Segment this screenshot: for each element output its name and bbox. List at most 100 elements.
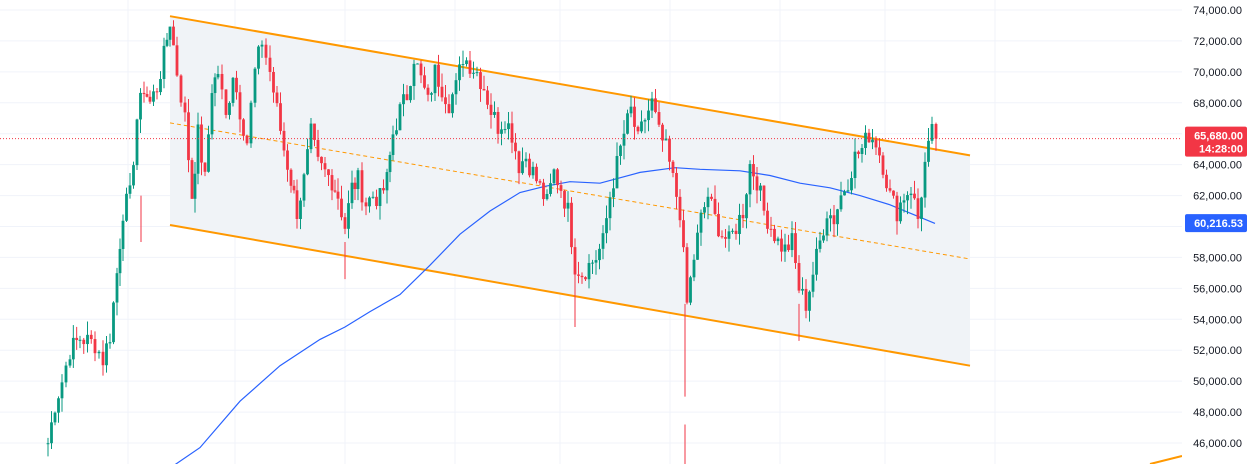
candle-body (692, 259, 696, 278)
candle-body (689, 277, 692, 303)
candle-body (825, 218, 829, 236)
candle-body (447, 104, 451, 114)
candle-body (549, 183, 552, 194)
candle-body (64, 365, 68, 383)
candle-body (57, 398, 60, 413)
candle-body (364, 202, 368, 207)
candle-body (200, 124, 203, 163)
candle-body (395, 130, 398, 135)
candle-body (458, 64, 461, 81)
candle-body (598, 248, 601, 261)
channel-midline (169, 122, 971, 260)
candle-body (559, 185, 563, 191)
candle-body (268, 57, 272, 72)
candle-body (388, 155, 392, 173)
candle-body (934, 124, 938, 139)
candle-body (916, 198, 920, 219)
candle-body (78, 339, 82, 341)
candle-body (142, 92, 146, 95)
candle-body (115, 273, 119, 303)
candle-body (238, 92, 242, 120)
candle-body (874, 139, 878, 148)
candle-body (615, 156, 619, 189)
candle-body (433, 64, 437, 94)
candle-body (468, 60, 472, 74)
candle-body (444, 97, 447, 105)
candle-body (292, 185, 296, 191)
candle-body (454, 80, 458, 95)
candle-body (105, 343, 108, 366)
candle-body (524, 158, 528, 162)
candle-body (647, 110, 650, 121)
candle-body (489, 104, 493, 115)
candle-body (378, 188, 382, 207)
candle-body (839, 195, 843, 210)
candle-body (853, 151, 857, 179)
channel-upper-line (169, 15, 971, 157)
candle-body (272, 71, 275, 93)
candle-body (804, 288, 808, 311)
candle-body (235, 77, 238, 93)
candle-body (398, 104, 402, 131)
candle-body (145, 94, 149, 97)
candle-body (213, 77, 217, 94)
candle-body (521, 161, 524, 174)
candle-body (327, 169, 330, 176)
candle-body (165, 39, 169, 46)
candle-body (636, 126, 640, 132)
channel-lower-line (169, 223, 971, 367)
candle-body (135, 119, 139, 166)
candle-body (766, 210, 769, 229)
candle-body (535, 166, 538, 182)
candle-body (101, 351, 105, 366)
candle-body (409, 86, 412, 101)
candle-body (808, 291, 811, 311)
candle-body (437, 64, 440, 87)
candle-body (368, 197, 371, 207)
candle-layer (46, 20, 938, 464)
candle-body (755, 176, 759, 191)
candle-body (507, 123, 510, 130)
candle-body (121, 220, 125, 249)
candle-body (496, 111, 500, 134)
candle-body (909, 193, 913, 196)
candle-body (155, 91, 159, 93)
candle-body (710, 196, 713, 199)
candle-body (118, 248, 122, 274)
candle-body (295, 190, 299, 220)
candle-body (657, 112, 661, 125)
candle-body (829, 215, 832, 219)
candle-body (440, 86, 444, 98)
candle-body (720, 236, 724, 238)
candle-body (577, 274, 580, 276)
candle-body (68, 359, 72, 366)
candle-body (776, 238, 780, 242)
candle-body (279, 103, 282, 131)
candle-body (745, 194, 748, 219)
candle-body (822, 235, 825, 241)
candle-body (573, 247, 577, 275)
price-axis[interactable] (1182, 0, 1249, 464)
candle-body (333, 190, 337, 192)
candle-body (320, 156, 323, 164)
candle-body (678, 196, 682, 221)
candle-body (371, 196, 375, 198)
candle-body (148, 96, 152, 102)
candle-body (528, 158, 531, 176)
candle-body (517, 151, 521, 174)
candle-body (538, 181, 542, 183)
candle-body (734, 230, 738, 234)
candle-body (552, 169, 556, 184)
candle-body (316, 139, 320, 157)
candle-body (888, 188, 892, 191)
candle-body (580, 275, 584, 278)
candle-body (671, 161, 675, 173)
candle-body (112, 302, 115, 343)
candle-body (584, 277, 587, 280)
candle-body (139, 92, 142, 120)
candle-body (419, 63, 423, 76)
candle-body (257, 46, 260, 69)
candle-body (545, 193, 549, 200)
